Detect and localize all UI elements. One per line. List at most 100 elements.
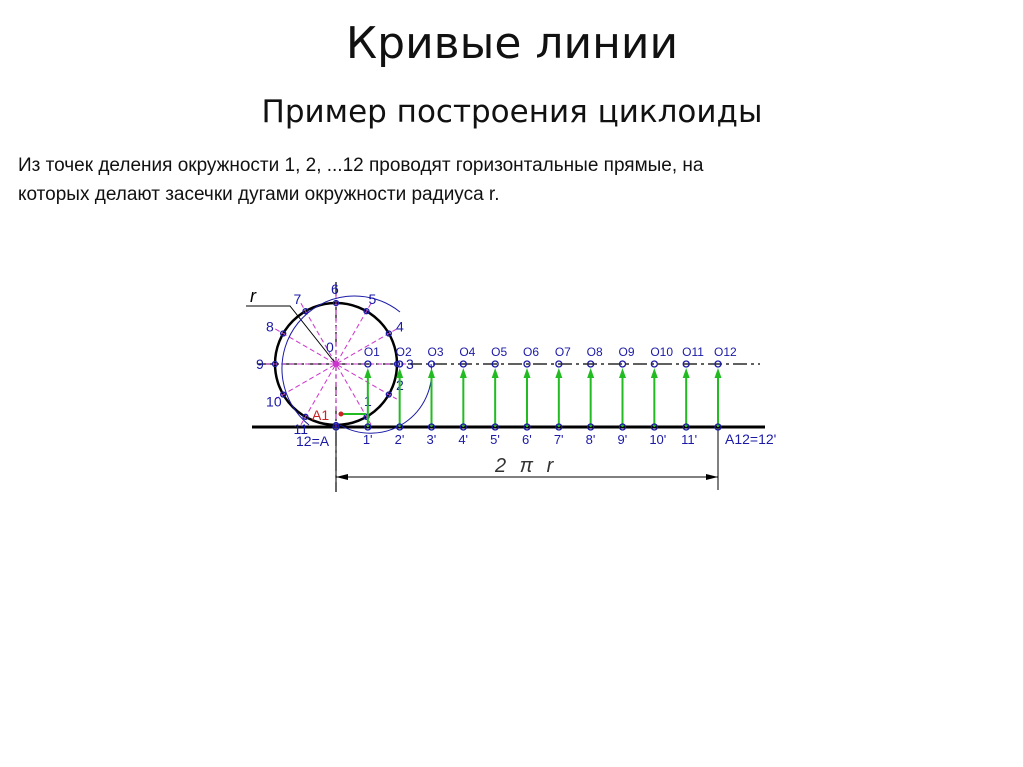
circle-point — [332, 299, 340, 307]
arrow-head — [396, 368, 404, 378]
base-point-label: 7' — [554, 432, 564, 447]
dimension-arrow — [336, 474, 348, 480]
circle-point — [302, 308, 309, 315]
center-label: 0 — [326, 339, 334, 355]
center-point — [364, 360, 372, 368]
circle-point — [302, 413, 309, 420]
circle-point-label: 7 — [294, 291, 302, 307]
circle-point-label: 4 — [396, 319, 404, 335]
center-point — [427, 360, 436, 368]
circle-point — [363, 413, 370, 420]
radius-label: r — [250, 286, 257, 306]
circle-point — [393, 360, 401, 368]
center-label: O10 — [650, 345, 673, 359]
circle-point — [385, 330, 392, 337]
arrow-head — [650, 368, 658, 378]
base-point — [682, 423, 690, 431]
circle-point — [280, 330, 287, 337]
arrow-head — [491, 368, 499, 378]
division-line — [274, 328, 398, 400]
circle-point — [271, 360, 279, 368]
arrow-head — [364, 368, 372, 378]
center-label: O4 — [459, 345, 475, 359]
body-line: Из точек деления окружности 1, 2, ...12 … — [18, 155, 704, 176]
center-label: O9 — [619, 345, 635, 359]
base-point — [491, 423, 499, 431]
a1-label: A1 — [312, 407, 329, 423]
a1-point — [338, 411, 344, 417]
arrow-head — [428, 368, 435, 378]
circle-point-label: 8 — [266, 319, 274, 335]
arrow-head — [714, 368, 722, 378]
center-point — [491, 360, 499, 368]
base-point-label: 5' — [490, 432, 500, 447]
base-point-label: 10' — [649, 432, 666, 447]
base-point — [459, 423, 467, 431]
circle-point-label: 9 — [256, 356, 264, 372]
division-line — [300, 302, 372, 426]
circle-point-label: 5 — [369, 291, 377, 307]
base-point-label: 11' — [681, 432, 697, 447]
circle-point-label: 10 — [266, 394, 282, 410]
base-point-label: 9' — [618, 432, 628, 447]
center-label: O11 — [682, 345, 704, 359]
body-line: которых делают засечки дугами окружности… — [18, 184, 500, 205]
center-point — [555, 360, 563, 368]
circle-point-label: 3 — [406, 356, 414, 372]
base-point-label: 3' — [427, 432, 437, 447]
slide-body-text: Из точек деления окружности 1, 2, ...12 … — [18, 151, 1008, 209]
base-point — [587, 423, 595, 431]
center-point — [396, 360, 404, 368]
circle-point — [280, 391, 287, 398]
slide-title: Кривые линии — [345, 18, 679, 69]
center-point — [459, 360, 467, 368]
center-point — [333, 361, 339, 367]
arrow-head — [555, 368, 563, 378]
base-point — [555, 423, 563, 431]
circle-point-label: 6 — [331, 281, 339, 297]
center-point — [650, 360, 658, 368]
center-point — [682, 360, 690, 368]
center-label: O1 — [364, 345, 380, 359]
center-label: O8 — [587, 345, 603, 359]
slide-subtitle: Пример построения циклоиды — [261, 94, 763, 130]
center-label: O5 — [491, 345, 507, 359]
base-point — [364, 423, 372, 431]
base-point — [427, 423, 436, 431]
arrow-head — [587, 368, 595, 378]
center-label: O6 — [523, 345, 539, 359]
circle-point — [385, 391, 392, 398]
base-point — [650, 423, 658, 431]
dimension-arrow — [706, 474, 718, 480]
arrow-head — [523, 368, 531, 378]
base-point — [332, 423, 340, 431]
center-label: O7 — [555, 345, 571, 359]
center-label: O12 — [714, 345, 737, 359]
center-point — [523, 360, 531, 368]
arrow-head — [459, 368, 467, 378]
center-label: O3 — [428, 345, 444, 359]
base-point-label: 4' — [458, 432, 468, 447]
base-point — [618, 423, 627, 431]
circle-point — [363, 308, 370, 315]
construction-arc — [281, 295, 401, 426]
base-point — [396, 423, 404, 431]
center-point — [714, 360, 722, 368]
base-point-label: 2' — [395, 432, 405, 447]
center-point — [618, 360, 627, 368]
base-point — [523, 423, 531, 431]
base-point-label: 8' — [586, 432, 596, 447]
center-point — [587, 360, 595, 368]
base-point-label: 1' — [363, 432, 373, 447]
end-label: A12=12' — [725, 431, 776, 447]
circle-point-label: 11 — [294, 421, 309, 437]
arrow-head — [619, 368, 626, 378]
base-point-label: 6' — [522, 432, 532, 447]
division-line — [274, 328, 398, 400]
base-point — [714, 423, 722, 431]
dimension-label: 2 π r — [494, 455, 557, 477]
arrow-head — [682, 368, 690, 378]
division-line — [300, 302, 372, 426]
start-label: 12=A — [296, 433, 330, 449]
